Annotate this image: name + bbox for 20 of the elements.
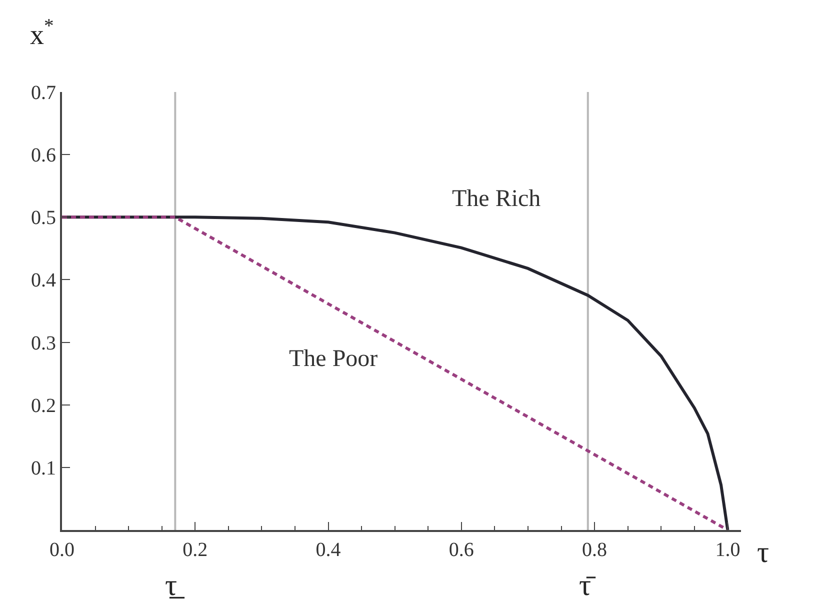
x-tick-label: 0.6 [448, 539, 474, 561]
y-tick-label: 0.4 [31, 270, 56, 292]
x-tick-label: 0.8 [582, 539, 608, 561]
x-tick-label: 0.4 [316, 539, 341, 561]
y-tick-label: 0.7 [31, 82, 56, 104]
y-tick-label: 0.5 [31, 207, 56, 230]
annotation: The Rich [452, 186, 541, 212]
y-tick-label: 0.6 [31, 144, 56, 167]
ref-line-label: τ̄ [579, 569, 596, 602]
y-tick-label: 0.3 [31, 332, 56, 354]
y-tick-label: 0.2 [31, 394, 56, 417]
x-tick-label: 0.0 [50, 539, 74, 561]
x-axis-title: τ [757, 536, 770, 569]
ref-line-label: τ̲ [165, 569, 186, 602]
y-axis-title: x$^{*}$ [30, 16, 54, 51]
x-tick-label: 1.0 [715, 539, 740, 561]
line-series [62, 216, 730, 530]
x-tick-label: 0.2 [182, 539, 208, 561]
y-tick-label: 0.1 [31, 457, 56, 480]
annotation: The Poor [289, 346, 378, 372]
